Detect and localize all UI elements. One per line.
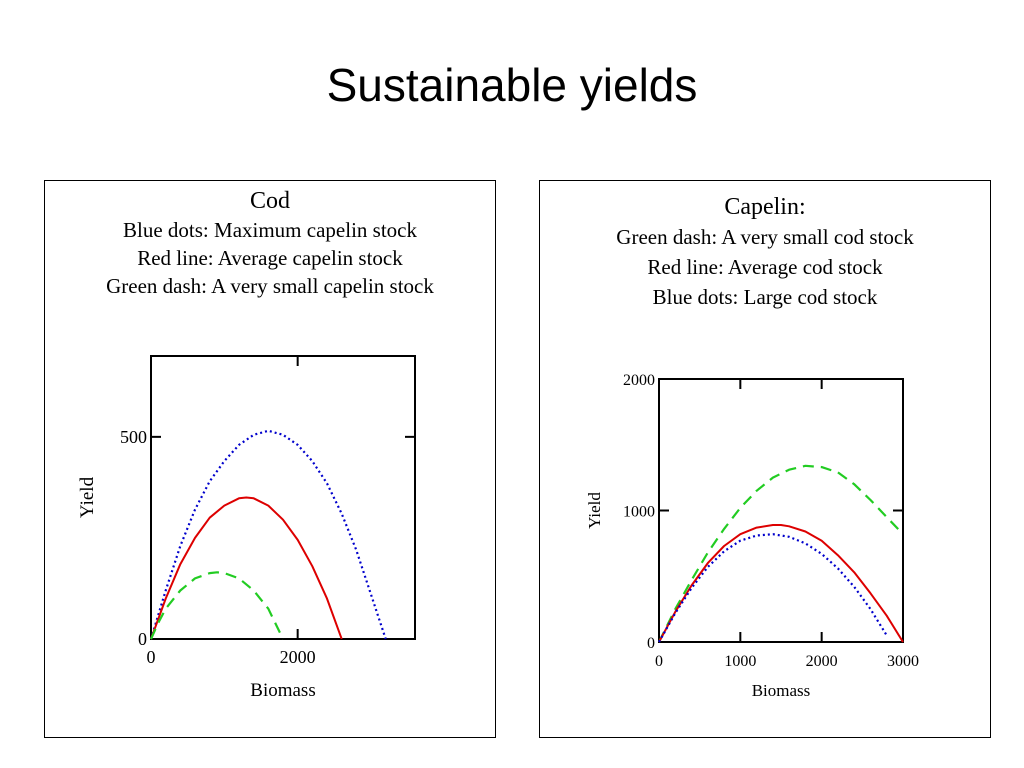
cod-plot: 0 2000 0 500 Biomass Yield	[77, 355, 416, 701]
cod-y-axis-label: Yield	[77, 476, 98, 518]
cod-legend-line-2: Red line: Average capelin stock	[137, 246, 403, 270]
capelin-x-tick-label-2: 2000	[806, 653, 838, 670]
capelin-chart-panel: Capelin: Green dash: A very small cod st…	[539, 180, 991, 738]
capelin-legend-line-1: Green dash: A very small cod stock	[616, 225, 914, 249]
capelin-plot-frame	[658, 378, 904, 643]
cod-x-tick-label-0: 0	[147, 647, 156, 667]
capelin-legend-line-2: Red line: Average cod stock	[647, 255, 883, 279]
cod-legend-line-3: Green dash: A very small capelin stock	[106, 274, 434, 298]
capelin-y-tick-label-2: 2000	[623, 372, 655, 389]
cod-legend-line-1: Blue dots: Maximum capelin stock	[123, 218, 417, 242]
cod-chart-title: Cod	[249, 188, 290, 214]
cod-chart-caption: Cod Blue dots: Maximum capelin stock Red…	[45, 187, 495, 300]
capelin-x-axis-label: Biomass	[752, 681, 811, 700]
capelin-plot: 0 1000 2000 3000 0 1000 2000 Biomass Yield	[585, 372, 919, 700]
cod-series-line-dotted	[149, 429, 387, 640]
cod-y-tick-label-1: 500	[120, 427, 147, 447]
capelin-legend-line-3: Blue dots: Large cod stock	[652, 285, 878, 309]
cod-x-tick-label-1: 2000	[280, 647, 316, 667]
cod-x-axis-label: Biomass	[250, 680, 315, 701]
capelin-series-line-dotted	[658, 533, 888, 643]
capelin-series-line-dashed	[658, 464, 904, 643]
capelin-x-tick-label-3: 3000	[887, 653, 919, 670]
cod-y-tick-label-0: 0	[138, 629, 147, 649]
capelin-y-tick-label-1: 1000	[623, 504, 655, 521]
capelin-chart-caption: Capelin: Green dash: A very small cod st…	[540, 193, 990, 312]
cod-series-line-dashed	[149, 571, 284, 640]
capelin-y-axis-label: Yield	[585, 492, 604, 529]
capelin-y-tick-label-0: 0	[647, 635, 655, 652]
cod-series-line-solid	[150, 496, 343, 640]
capelin-x-tick-label-1: 1000	[724, 653, 756, 670]
capelin-series-line-solid	[658, 524, 904, 643]
cod-plot-frame	[150, 355, 416, 640]
slide-title: Sustainable yields	[326, 59, 698, 111]
capelin-chart-title: Capelin:	[724, 194, 806, 220]
capelin-x-tick-label-0: 0	[655, 653, 663, 670]
cod-chart-panel: Cod Blue dots: Maximum capelin stock Red…	[44, 180, 496, 738]
